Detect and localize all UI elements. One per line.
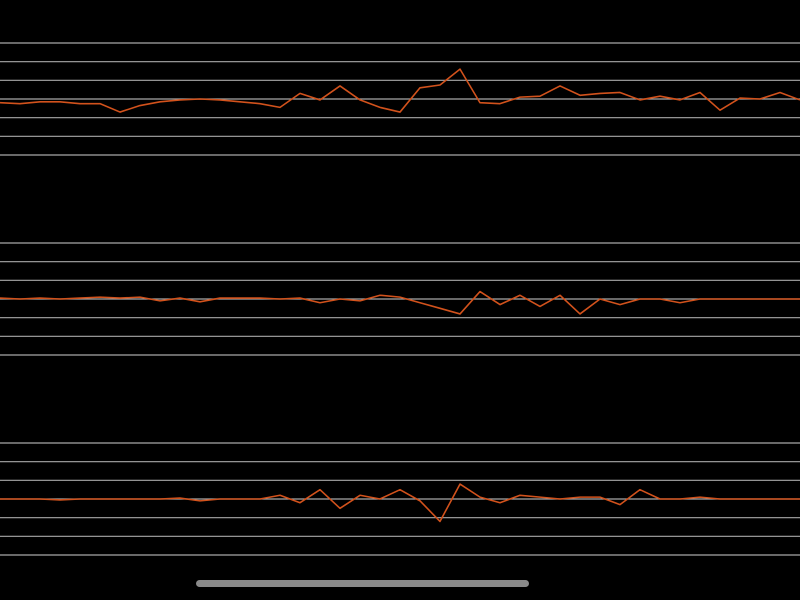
- trace-line: [0, 483, 800, 523]
- home-indicator: [196, 580, 529, 587]
- trace-line: [0, 290, 800, 315]
- trace-line: [0, 68, 800, 113]
